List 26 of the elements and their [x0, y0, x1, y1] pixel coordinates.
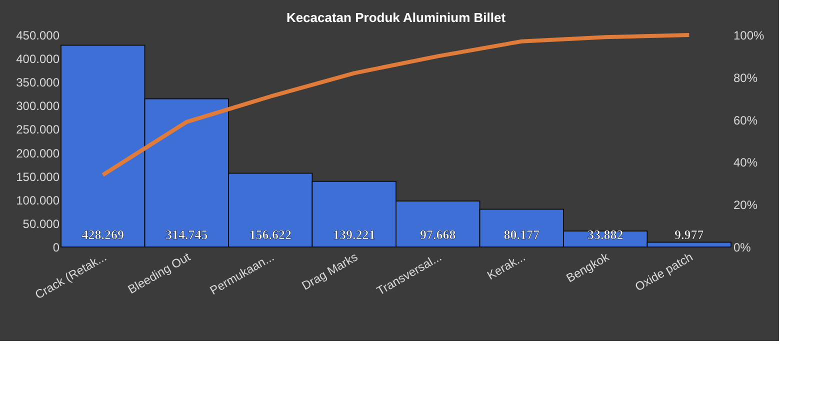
y-tick-label: 100.000 [16, 193, 60, 208]
data-label: 156.622 [249, 227, 292, 242]
y-tick-label: 250.000 [16, 122, 60, 137]
y-tick-label: 200.000 [16, 146, 60, 160]
y-tick-label: 450.000 [16, 28, 60, 42]
y-tick-label: 350.000 [16, 76, 60, 90]
y2-tick-label: 20% [734, 198, 758, 212]
y-tick-label: 400.000 [16, 52, 60, 66]
line-series [100, 33, 692, 177]
data-label: 97.668 [420, 227, 456, 242]
data-label: 9.977 [674, 227, 704, 242]
y2-tick-label: 0% [734, 240, 752, 254]
data-label: 314.745 [166, 227, 208, 242]
y-tick-label: 0 [52, 240, 60, 254]
y-tick-label: 50.000 [22, 216, 60, 231]
data-label: 33.882 [588, 227, 624, 242]
y2-tick-label: 100% [734, 28, 765, 42]
y2-tick-label: 40% [734, 156, 758, 170]
data-label: 428.269 [82, 227, 124, 242]
y-tick-label: 300.000 [16, 99, 60, 114]
y2-tick-label: 60% [734, 113, 758, 128]
chart-title: Kecacatan Produk Aluminium Billet [286, 10, 506, 25]
data-label: 80.177 [504, 227, 540, 242]
y2-tick-label: 80% [734, 70, 758, 85]
y-tick-label: 150.000 [16, 170, 60, 184]
data-label: 139.221 [333, 227, 376, 242]
